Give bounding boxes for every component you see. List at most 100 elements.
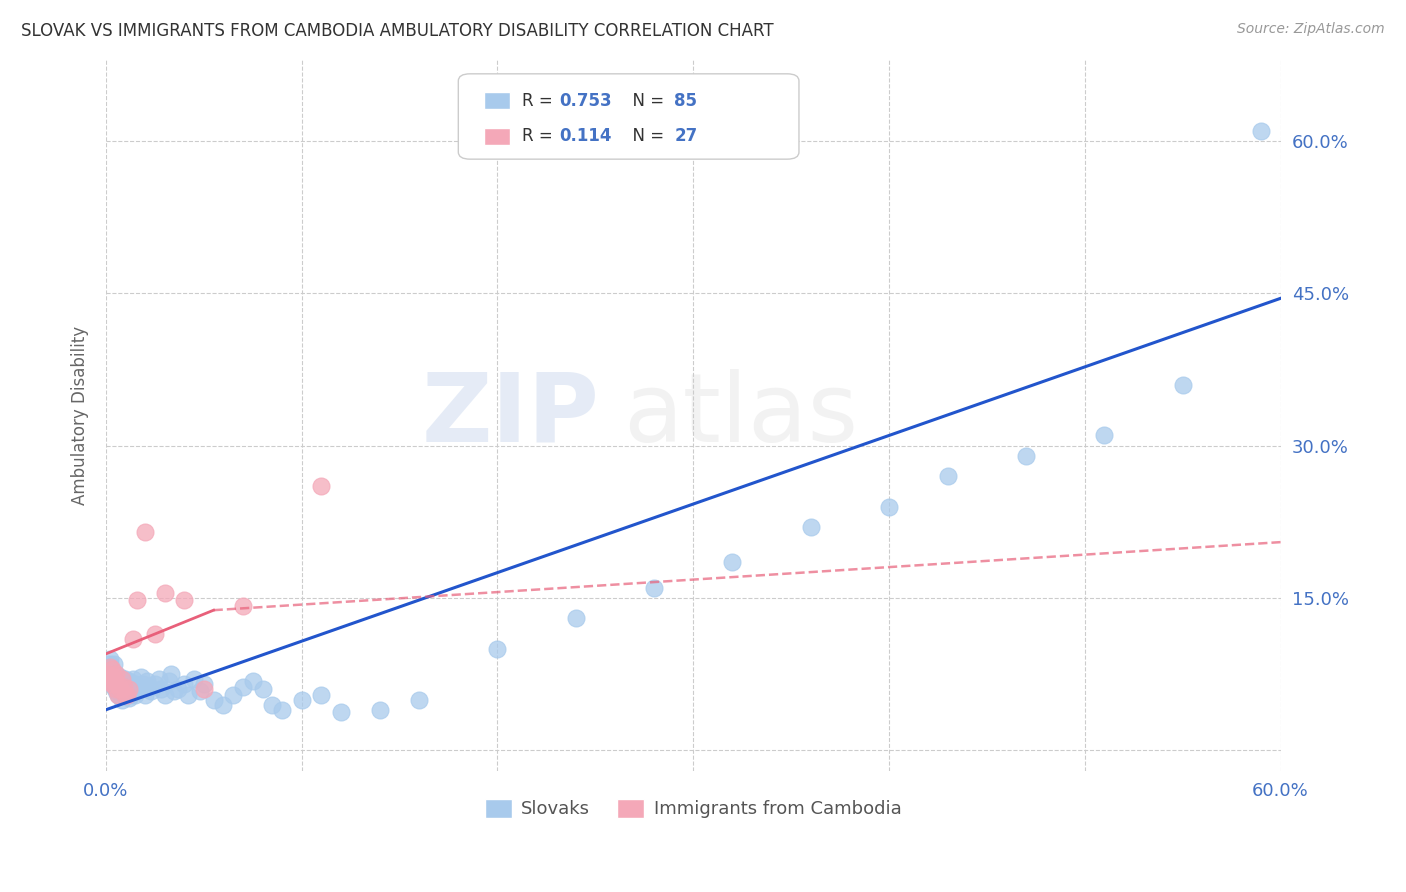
Point: [252, 682, 274, 697]
Point: [167, 682, 190, 697]
Point: [108, 670, 131, 684]
Point: [97, 667, 120, 681]
Point: [128, 682, 150, 697]
Text: ZIP: ZIP: [422, 368, 599, 462]
Point: [107, 688, 129, 702]
Point: [232, 681, 254, 695]
Point: [329, 705, 352, 719]
Point: [138, 681, 160, 695]
Point: [103, 681, 125, 695]
Point: [114, 673, 136, 687]
Point: [136, 674, 159, 689]
Point: [232, 599, 254, 614]
Point: [800, 520, 823, 534]
Point: [104, 684, 127, 698]
Point: [101, 662, 124, 676]
Point: [110, 692, 132, 706]
Point: [104, 682, 127, 697]
Point: [212, 698, 235, 712]
Point: [112, 681, 135, 695]
Point: [98, 673, 121, 687]
Point: [104, 667, 127, 681]
Point: [262, 698, 284, 712]
Text: R =: R =: [522, 128, 562, 145]
Point: [101, 677, 124, 691]
Point: [97, 674, 120, 689]
Bar: [484, 128, 510, 145]
Point: [134, 688, 156, 702]
Point: [104, 677, 127, 691]
Point: [103, 670, 125, 684]
Point: [110, 682, 132, 697]
FancyBboxPatch shape: [458, 74, 799, 159]
Point: [643, 581, 665, 595]
Point: [936, 469, 959, 483]
Point: [98, 652, 121, 666]
Point: [98, 673, 121, 687]
Point: [114, 682, 136, 697]
Point: [104, 667, 127, 681]
Text: R =: R =: [522, 92, 558, 110]
Point: [118, 682, 141, 697]
Point: [107, 688, 129, 702]
Point: [202, 692, 225, 706]
Point: [110, 677, 132, 691]
Point: [118, 682, 141, 697]
Bar: [484, 92, 510, 110]
Point: [107, 677, 129, 691]
Point: [103, 673, 125, 687]
Point: [134, 524, 156, 539]
Point: [117, 677, 139, 691]
Point: [107, 674, 129, 689]
Point: [108, 682, 131, 697]
Point: [159, 667, 181, 681]
Point: [107, 682, 129, 697]
Point: [309, 688, 332, 702]
Point: [117, 688, 139, 702]
Point: [120, 681, 142, 695]
Point: [163, 684, 186, 698]
Point: [157, 674, 180, 689]
Point: [112, 674, 135, 689]
Point: [721, 556, 744, 570]
Point: [110, 673, 132, 687]
Point: [132, 677, 155, 691]
Point: [1092, 428, 1115, 442]
Point: [149, 682, 172, 697]
Legend: Slovaks, Immigrants from Cambodia: Slovaks, Immigrants from Cambodia: [478, 792, 908, 826]
Text: SLOVAK VS IMMIGRANTS FROM CAMBODIA AMBULATORY DISABILITY CORRELATION CHART: SLOVAK VS IMMIGRANTS FROM CAMBODIA AMBUL…: [21, 22, 773, 40]
Point: [486, 641, 509, 656]
Point: [108, 681, 131, 695]
Point: [148, 673, 170, 687]
Point: [1250, 124, 1272, 138]
Point: [173, 593, 195, 607]
Point: [98, 657, 121, 671]
Text: 0.114: 0.114: [560, 128, 612, 145]
Point: [408, 692, 430, 706]
Point: [188, 684, 211, 698]
Point: [101, 674, 124, 689]
Point: [242, 674, 264, 689]
Point: [122, 673, 145, 687]
Point: [291, 692, 314, 706]
Point: [193, 682, 215, 697]
Point: [153, 688, 176, 702]
Point: [1015, 449, 1038, 463]
Point: [101, 677, 124, 691]
Point: [143, 626, 166, 640]
Text: Source: ZipAtlas.com: Source: ZipAtlas.com: [1237, 22, 1385, 37]
Y-axis label: Ambulatory Disability: Ambulatory Disability: [72, 326, 89, 505]
Point: [114, 688, 136, 702]
Point: [309, 479, 332, 493]
Point: [127, 684, 149, 698]
Point: [97, 667, 120, 681]
Point: [368, 703, 391, 717]
Text: 27: 27: [675, 128, 697, 145]
Point: [101, 664, 124, 678]
Point: [122, 684, 145, 698]
Point: [153, 586, 176, 600]
Point: [114, 688, 136, 702]
Text: N =: N =: [621, 92, 669, 110]
Point: [565, 611, 588, 625]
Point: [183, 673, 205, 687]
